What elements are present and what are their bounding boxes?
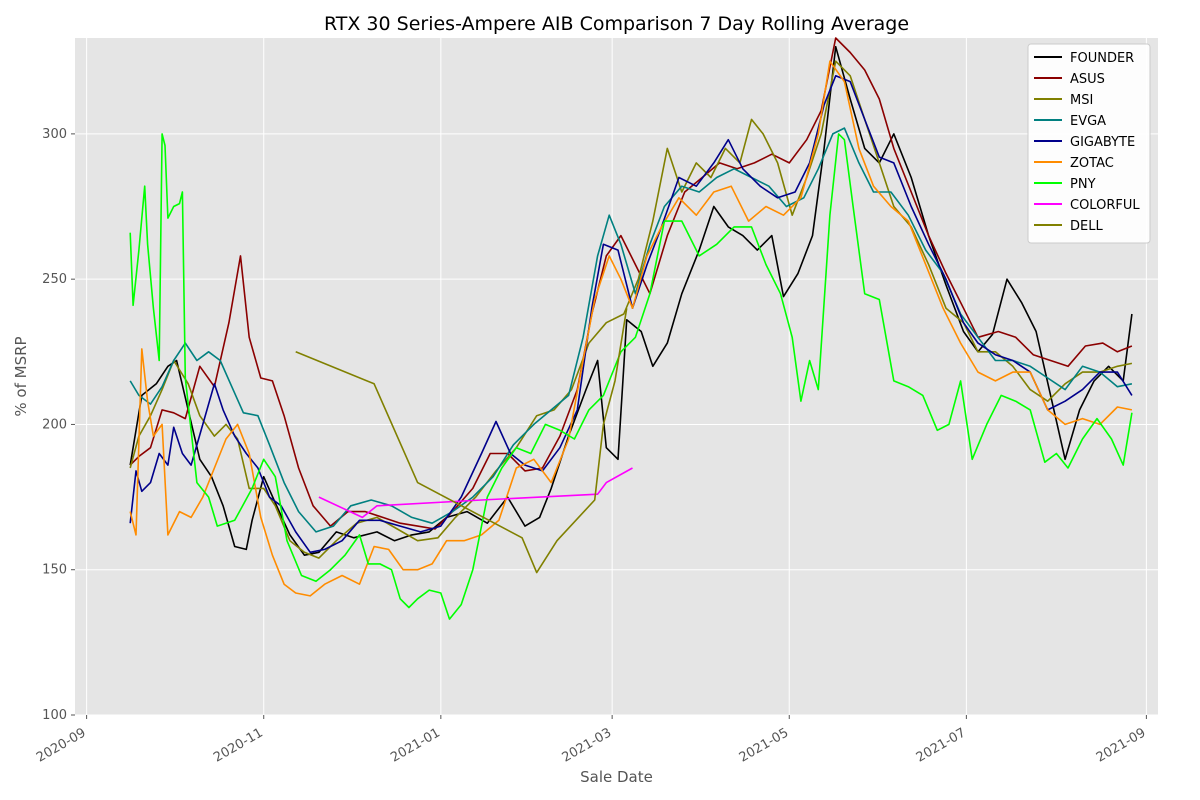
series-line-gigabyte [129,75,1133,554]
legend-label-pny: PNY [1070,177,1096,192]
y-tick-label: 300 [42,127,67,142]
series-line-zotac [129,60,1133,597]
grid-lines [75,38,1158,716]
y-tick-label: 250 [42,272,67,287]
legend-label-gigabyte: GIGABYTE [1070,135,1135,150]
y-tick-label: 100 [42,708,67,723]
series-lines [129,37,1133,620]
legend-label-msi: MSI [1070,93,1093,108]
y-axis-label: % of MSRP [12,336,30,416]
legend-label-colorful: COLORFUL [1070,198,1140,213]
chart-title: RTX 30 Series-Ampere AIB Comparison 7 Da… [324,13,909,35]
series-line-founder [129,45,1133,557]
series-line-msi [129,60,1133,559]
legend-label-dell: DELL [1070,219,1103,234]
legend-frame [1027,43,1151,244]
legend: FOUNDER ASUS MSI EVGA GIGABYTE ZOTAC PNY COLORF… [1027,43,1151,244]
y-tick-label: 150 [42,563,67,578]
series-line-dell [295,308,628,574]
legend-label-zotac: ZOTAC [1070,156,1114,171]
y-tick-label: 200 [42,417,67,432]
x-axis-label: Sale Date [580,768,653,786]
series-line-asus [129,37,1133,530]
legend-label-evga: EVGA [1070,114,1106,129]
legend-label-founder: FOUNDER [1070,51,1134,66]
series-line-colorful [318,467,633,519]
legend-label-asus: ASUS [1070,72,1105,87]
series-line-pny [129,133,1133,620]
